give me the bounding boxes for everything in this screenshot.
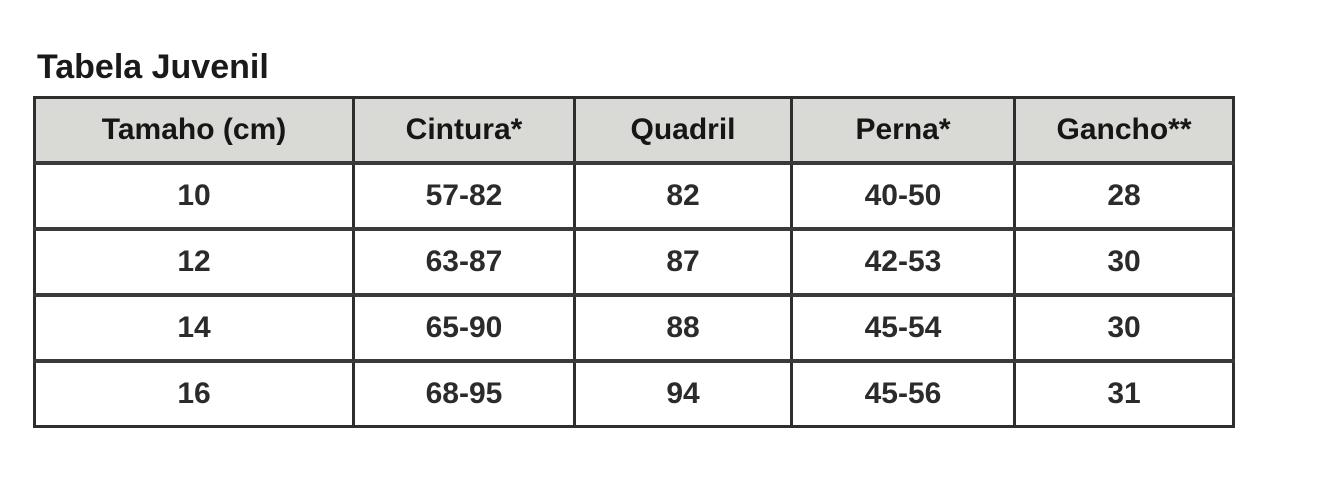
- table-cell: 82: [573, 161, 793, 230]
- table-row: 10 57-82 82 40-50 28: [33, 161, 1235, 230]
- table-cell: 14: [33, 292, 355, 362]
- size-chart-table: Tamaho (cm) Cintura* Quadril Perna* Ganc…: [33, 95, 1235, 428]
- table-cell: 10: [33, 161, 355, 230]
- column-header-perna: Perna*: [790, 95, 1016, 165]
- table-row: 14 65-90 88 45-54 30: [33, 292, 1235, 362]
- table-cell: 28: [1013, 161, 1235, 230]
- page-title: Tabela Juvenil: [37, 48, 269, 86]
- table-cell: 45-56: [790, 358, 1016, 428]
- column-header-tamanho: Tamaho (cm): [33, 95, 355, 165]
- table-row: 12 63-87 87 42-53 30: [33, 226, 1235, 296]
- table-cell: 42-53: [790, 226, 1016, 296]
- table-cell: 30: [1013, 226, 1235, 296]
- table-cell: 57-82: [352, 161, 576, 230]
- table-cell: 94: [573, 358, 793, 428]
- table-cell: 45-54: [790, 292, 1016, 362]
- column-header-gancho: Gancho**: [1013, 95, 1235, 165]
- table-row: 16 68-95 94 45-56 31: [33, 358, 1235, 428]
- table-header-row: Tamaho (cm) Cintura* Quadril Perna* Ganc…: [33, 95, 1235, 165]
- table-cell: 63-87: [352, 226, 576, 296]
- table-cell: 65-90: [352, 292, 576, 362]
- table-cell: 16: [33, 358, 355, 428]
- table-cell: 87: [573, 226, 793, 296]
- table-cell: 88: [573, 292, 793, 362]
- table-cell: 12: [33, 226, 355, 296]
- table-cell: 31: [1013, 358, 1235, 428]
- table-cell: 68-95: [352, 358, 576, 428]
- table-cell: 30: [1013, 292, 1235, 362]
- column-header-cintura: Cintura*: [352, 95, 576, 165]
- column-header-quadril: Quadril: [573, 95, 793, 165]
- table-cell: 40-50: [790, 161, 1016, 230]
